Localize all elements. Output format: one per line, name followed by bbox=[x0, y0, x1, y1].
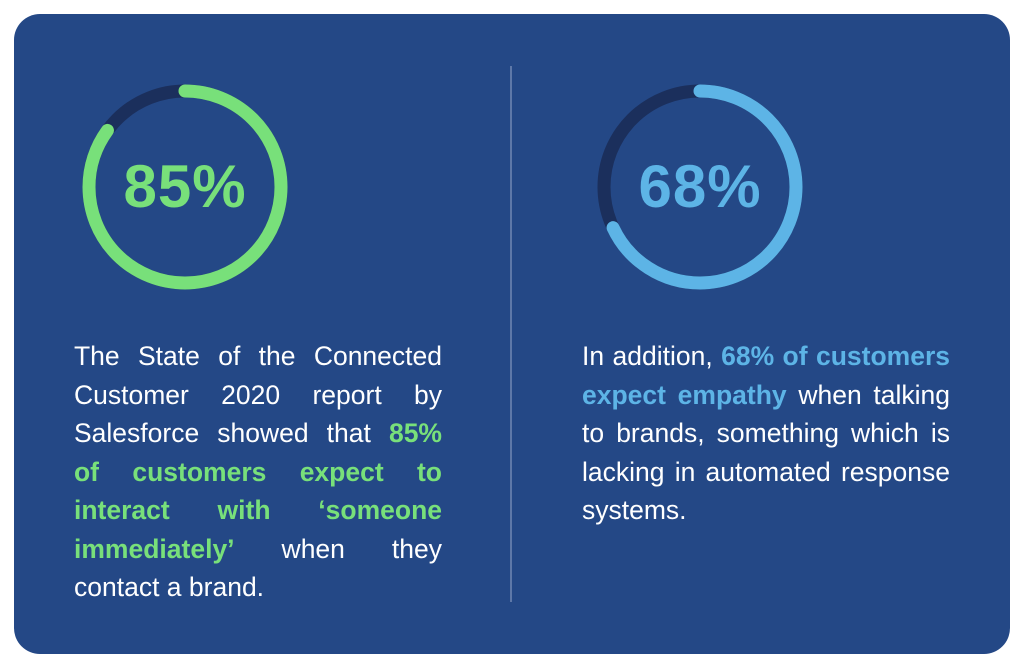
stat-percentage: 85% bbox=[123, 153, 247, 220]
description-text-end: when talking to brands, something which … bbox=[582, 379, 950, 526]
ring-graphic bbox=[597, 84, 803, 290]
progress-ring-85: 85% bbox=[65, 67, 305, 307]
stat-description-right: In addition, 68% of customers expect emp… bbox=[582, 337, 950, 530]
stat-percentage: 68% bbox=[638, 153, 762, 220]
stat-description-left: The State of the Connected Customer 2020… bbox=[74, 337, 442, 607]
ring-progress-arc bbox=[82, 84, 288, 290]
description-highlight: 68% of customers expect empathy bbox=[582, 341, 950, 410]
column-divider bbox=[510, 66, 512, 602]
description-text-end: when they contact a brand. bbox=[74, 533, 442, 603]
description-text: The State of the Connected Customer 2020… bbox=[74, 341, 442, 448]
description-text: In addition, bbox=[582, 341, 722, 371]
progress-ring-68: 68% bbox=[580, 67, 820, 307]
infographic-card: 85% The State of the Connected Customer … bbox=[14, 14, 1010, 654]
ring-progress-arc bbox=[597, 84, 803, 290]
description-highlight: 85% of customers expect to interact with… bbox=[74, 418, 442, 564]
ring-graphic bbox=[82, 84, 288, 290]
